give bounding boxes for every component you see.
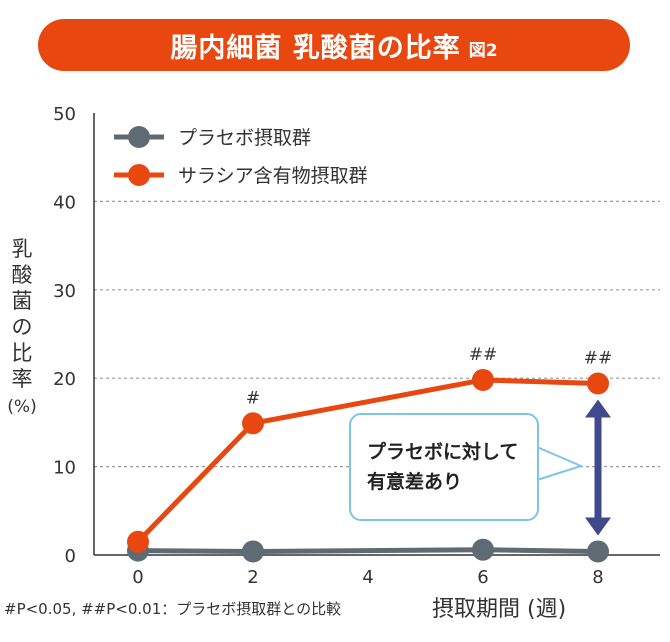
x-tick-label: 4 — [362, 567, 373, 588]
x-tick-label: 2 — [247, 567, 258, 588]
significance-mark: # — [246, 388, 260, 408]
legend-marker — [128, 126, 150, 148]
data-point — [472, 538, 494, 561]
significance-mark: ## — [469, 345, 498, 365]
callout-text: プラセボに対して 有意差あり — [367, 441, 519, 493]
series — [127, 368, 609, 563]
significance-labels: ### ## — [246, 345, 612, 408]
arrow-head-down — [585, 517, 611, 536]
x-tick-label: 6 — [477, 567, 488, 588]
x-tick-label: 8 — [592, 567, 603, 588]
x-axis-label: 摂取期間 (週) — [432, 597, 567, 622]
x-tick-labels: 0 2 4 6 8 — [132, 567, 603, 588]
y-tick-label: 50 — [53, 104, 76, 125]
y-axis-unit: (%) — [7, 397, 37, 417]
series-line-1 — [136, 377, 599, 544]
y-axis-title: 乳酸菌の比率 — [11, 237, 33, 391]
y-tick-label: 0 — [65, 546, 76, 567]
title-banner: 腸内細菌 乳酸菌の比率 図2 — [38, 19, 630, 71]
significance-arrow — [585, 399, 611, 536]
arrow-head-up — [585, 399, 611, 418]
figure-label: 図2 — [468, 40, 498, 61]
data-point — [127, 530, 149, 553]
y-tick-label: 20 — [53, 369, 76, 390]
callout-tail — [536, 446, 584, 481]
legend-label: サラシア含有物摂取群 — [178, 165, 368, 187]
legend-marker — [128, 164, 150, 186]
axes — [93, 113, 660, 556]
series-line-0 — [137, 547, 599, 554]
y-axis-label: 乳酸菌の比率 (%) — [6, 236, 38, 420]
significance-callout: プラセボに対して 有意差あり — [349, 413, 539, 521]
y-tick-label: 30 — [53, 281, 76, 302]
chart-title: 腸内細菌 乳酸菌の比率 — [170, 32, 461, 64]
data-point — [587, 372, 609, 395]
data-point — [242, 540, 264, 563]
significance-mark: ## — [584, 349, 613, 369]
footnote: #P<0.05, ##P<0.01：プラセボ摂取群との比較 — [4, 600, 342, 618]
data-point — [472, 368, 494, 391]
y-tick-label: 40 — [53, 192, 76, 213]
data-point — [242, 412, 264, 435]
y-tick-labels: 0 10 20 30 40 50 — [53, 104, 76, 567]
data-point — [587, 540, 609, 563]
legend-label: プラセボ摂取群 — [178, 127, 311, 149]
y-tick-label: 10 — [53, 458, 76, 479]
x-tick-label: 0 — [132, 567, 143, 588]
